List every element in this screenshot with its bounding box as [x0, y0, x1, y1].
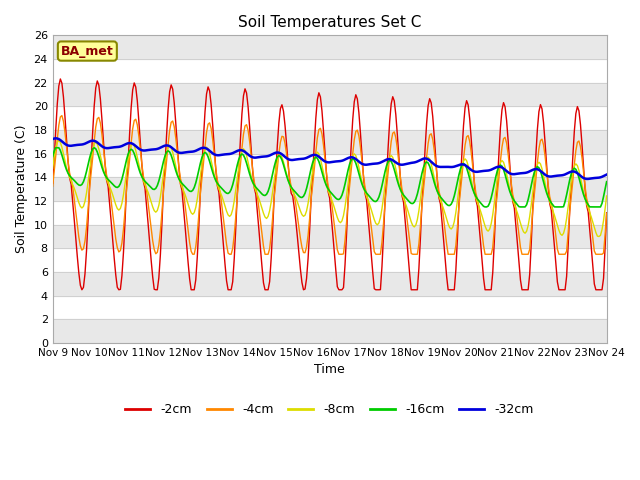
- -16cm: [52, 145, 60, 151]
- -8cm: [55, 138, 63, 144]
- X-axis label: Time: Time: [314, 363, 345, 376]
- -16cm: [366, 194, 374, 200]
- Bar: [52, 319, 607, 343]
- -4cm: [154, 250, 161, 255]
- -4cm: [398, 186, 406, 192]
- -4cm: [386, 153, 394, 158]
- Y-axis label: Soil Temperature (C): Soil Temperature (C): [15, 125, 28, 253]
- -8cm: [66, 175, 74, 180]
- -32cm: [66, 143, 74, 149]
- -8cm: [536, 161, 544, 167]
- Bar: [52, 130, 607, 154]
- -32cm: [52, 135, 60, 141]
- -2cm: [386, 119, 394, 124]
- -4cm: [367, 224, 375, 230]
- -8cm: [595, 234, 603, 240]
- -16cm: [481, 204, 489, 210]
- -4cm: [66, 170, 74, 176]
- Title: Soil Temperatures Set C: Soil Temperatures Set C: [238, 15, 421, 30]
- Line: -32cm: -32cm: [52, 138, 607, 179]
- Bar: [52, 177, 607, 201]
- -32cm: [583, 176, 591, 182]
- -8cm: [366, 202, 374, 207]
- -8cm: [397, 187, 404, 192]
- -16cm: [154, 183, 161, 189]
- -32cm: [154, 146, 161, 152]
- -2cm: [155, 275, 163, 281]
- -8cm: [384, 161, 392, 167]
- -2cm: [66, 175, 74, 181]
- -8cm: [603, 193, 611, 199]
- Line: -2cm: -2cm: [52, 79, 607, 290]
- -32cm: [397, 162, 404, 168]
- Bar: [52, 83, 607, 107]
- -16cm: [66, 173, 74, 179]
- Text: BA_met: BA_met: [61, 45, 114, 58]
- -32cm: [49, 136, 56, 142]
- -4cm: [189, 252, 196, 257]
- -8cm: [49, 166, 56, 171]
- -4cm: [603, 211, 611, 216]
- -16cm: [384, 159, 392, 165]
- -8cm: [154, 208, 161, 214]
- -32cm: [603, 172, 611, 178]
- -4cm: [58, 113, 66, 119]
- Line: -16cm: -16cm: [52, 148, 607, 207]
- Bar: [52, 36, 607, 59]
- Bar: [52, 225, 607, 248]
- -32cm: [384, 156, 392, 162]
- -16cm: [603, 179, 611, 184]
- -2cm: [398, 193, 406, 199]
- Legend: -2cm, -4cm, -8cm, -16cm, -32cm: -2cm, -4cm, -8cm, -16cm, -32cm: [120, 398, 539, 421]
- Line: -8cm: -8cm: [52, 141, 607, 237]
- -2cm: [49, 180, 56, 186]
- -2cm: [78, 287, 86, 293]
- -16cm: [397, 187, 404, 192]
- -16cm: [49, 154, 56, 159]
- -2cm: [56, 76, 64, 82]
- -32cm: [536, 168, 544, 174]
- Line: -4cm: -4cm: [52, 116, 607, 254]
- -2cm: [603, 210, 611, 216]
- Bar: [52, 272, 607, 296]
- -2cm: [538, 106, 546, 112]
- -16cm: [538, 173, 546, 179]
- -4cm: [538, 136, 546, 142]
- -4cm: [49, 183, 56, 189]
- -32cm: [366, 161, 374, 167]
- -2cm: [367, 251, 375, 256]
